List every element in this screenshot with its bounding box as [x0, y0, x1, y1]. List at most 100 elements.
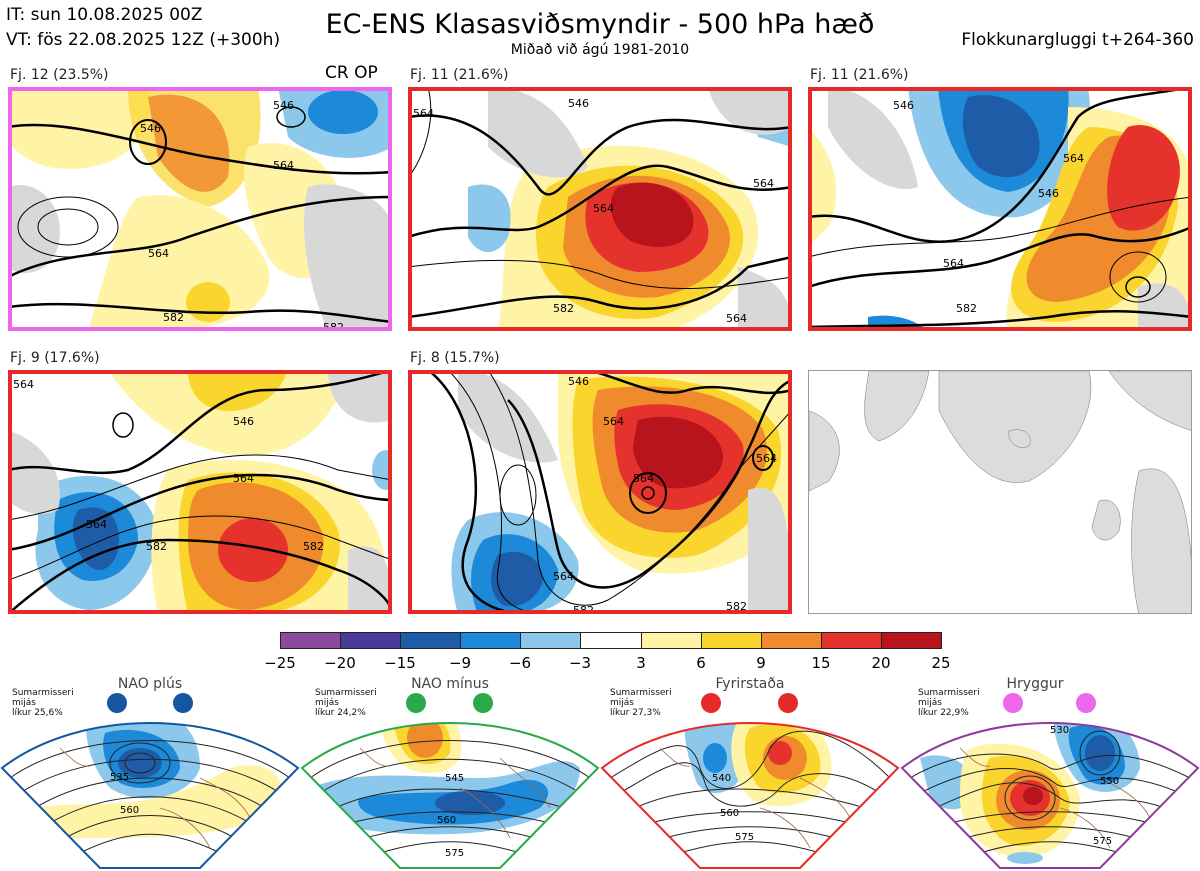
panel-3-label: Fj. 11 (21.6%) — [810, 67, 909, 83]
color-bin — [461, 633, 522, 648]
regime-note-line: líkur 22,9% — [918, 708, 969, 718]
panel-1-contour-label: 546 — [273, 99, 294, 112]
cluster-map-4[interactable]: 564 546 564 564 582 582 — [8, 370, 392, 614]
cluster-map-5[interactable]: 546 564 564 564 582 564 582 — [408, 370, 792, 614]
panel-5-contour-label: 582 — [573, 604, 594, 614]
regime-map-nao-plus[interactable]: 535 560 — [0, 688, 300, 871]
init-time: IT: sun 10.08.2025 00Z — [6, 5, 203, 25]
colorbar-tick: 6 — [696, 654, 706, 672]
colorbar-tick: 9 — [756, 654, 766, 672]
panel-2-contour-label: 582 — [553, 302, 574, 315]
color-bin — [281, 633, 342, 648]
valid-time: VT: fös 22.08.2025 12Z (+300h) — [6, 30, 281, 50]
regime-note-line: Sumarmisseri — [918, 688, 980, 698]
color-bin — [701, 633, 762, 648]
panel-1-contour-label: 546 — [140, 122, 161, 135]
panel-1-contour-label: 582 — [163, 311, 184, 324]
regime-note-line: mijás — [315, 698, 339, 708]
regime-note-line: líkur 25,6% — [12, 708, 63, 718]
regime-note-line: mijás — [12, 698, 36, 708]
regime-2-contour-label: 545 — [445, 773, 464, 784]
panel-4-contour-label: 564 — [233, 472, 254, 485]
colorbar-tick: 20 — [871, 654, 891, 672]
regime-1-contour-label: 560 — [120, 805, 139, 816]
panel-5-contour-label: 546 — [568, 375, 589, 388]
color-bin — [581, 633, 642, 648]
regime-note-line: mijás — [918, 698, 942, 708]
regime-3-contour-label: 560 — [720, 808, 739, 819]
panel-4-contour-label: 582 — [303, 540, 324, 553]
panel-2-contour-label: 564 — [593, 202, 614, 215]
regime-4-dot — [1076, 693, 1096, 713]
regime-1-title: NAO plús — [117, 676, 183, 692]
colorbar-tick: −25 — [264, 654, 296, 672]
colorbar-tick: −3 — [568, 654, 592, 672]
regime-2-title: NAO mínus — [411, 676, 489, 692]
regime-2-dot — [473, 693, 493, 713]
panel-3-contour-label: 564 — [943, 257, 964, 270]
regime-2-contour-label: 575 — [445, 848, 464, 859]
regime-map-nao-minus[interactable]: 545 560 575 — [300, 688, 600, 871]
color-scale-bar — [280, 632, 942, 649]
panel-4-contour-label: 564 — [86, 518, 107, 531]
regime-3-note: Sumarmisseri mijás líkur 27,3% — [610, 688, 672, 718]
regime-note-line: Sumarmisseri — [610, 688, 672, 698]
regime-note-line: Sumarmisseri — [12, 688, 74, 698]
panel-2-contour-label: 564 — [726, 312, 747, 325]
panel-1-label: Fj. 12 (23.5%) — [10, 67, 109, 83]
color-bin — [761, 633, 822, 648]
colorbar-tick: −15 — [384, 654, 416, 672]
panel-5-contour-label: 564 — [553, 570, 574, 583]
regime-map-ridge[interactable]: 530 550 575 — [900, 688, 1200, 871]
panel-2-contour-label: 564 — [753, 177, 774, 190]
colorbar-tick: 15 — [811, 654, 831, 672]
page-subtitle: Miðað við ágú 1981-2010 — [510, 42, 690, 58]
color-bin — [641, 633, 702, 648]
panel-3-contour-label: 564 — [1063, 152, 1084, 165]
color-bin — [401, 633, 462, 648]
panel-4-contour-label: 564 — [13, 378, 34, 391]
regime-3-dot — [701, 693, 721, 713]
regime-4-note: Sumarmisseri mijás líkur 22,9% — [918, 688, 980, 718]
regime-4-dot — [1003, 693, 1023, 713]
color-bin — [821, 633, 882, 648]
crop-label: CR OP — [325, 63, 378, 83]
regime-note-line: Sumarmisseri — [315, 688, 377, 698]
regime-4-title: Hryggur — [1006, 676, 1064, 692]
regime-1-dot — [173, 693, 193, 713]
cluster-map-2[interactable]: 546 564 564 564 582 564 — [408, 87, 792, 331]
color-bin — [521, 633, 582, 648]
regime-note-line: líkur 27,3% — [610, 708, 661, 718]
panel-5-label: Fj. 8 (15.7%) — [410, 350, 500, 366]
panel-5-contour-label: 564 — [756, 452, 777, 465]
classification-window: Flokkunargluggi t+264-360 — [961, 30, 1194, 50]
panel-1-contour-label: 564 — [273, 159, 294, 172]
panel-5-contour-label: 582 — [726, 600, 747, 613]
colorbar-tick: −20 — [324, 654, 356, 672]
regime-note-line: líkur 24,2% — [315, 708, 366, 718]
colorbar-tick: −6 — [508, 654, 532, 672]
panel-1-contour-label: 564 — [148, 247, 169, 260]
regime-2-dot — [406, 693, 426, 713]
colorbar-tick: 3 — [636, 654, 646, 672]
regime-map-blocking[interactable]: 540 560 575 — [600, 688, 900, 871]
panel-3-contour-label: 582 — [956, 302, 977, 315]
regime-1-contour-label: 535 — [110, 772, 129, 783]
cluster-map-1[interactable]: 546 546 564 564 582 582 — [8, 87, 392, 331]
regime-3-dot — [778, 693, 798, 713]
page-title: EC-ENS Klasasviðsmyndir - 500 hPa hæð — [325, 9, 875, 40]
color-bin — [881, 633, 942, 648]
regime-4-contour-label: 530 — [1050, 725, 1069, 736]
regime-note-line: mijás — [610, 698, 634, 708]
regime-1-note: Sumarmisseri mijás líkur 25,6% — [12, 688, 74, 718]
panel-2-contour-label: 546 — [568, 97, 589, 110]
panel-3-contour-label: 546 — [893, 99, 914, 112]
regime-1-dot — [107, 693, 127, 713]
cluster-map-3[interactable]: 546 546 564 564 582 — [808, 87, 1192, 331]
regime-4-contour-label: 575 — [1093, 836, 1112, 847]
panel-4-contour-label: 546 — [233, 415, 254, 428]
regime-3-contour-label: 575 — [735, 832, 754, 843]
panel-5-contour-label: 564 — [633, 472, 654, 485]
panel-4-contour-label: 582 — [146, 540, 167, 553]
panel-3-contour-label: 546 — [1038, 187, 1059, 200]
